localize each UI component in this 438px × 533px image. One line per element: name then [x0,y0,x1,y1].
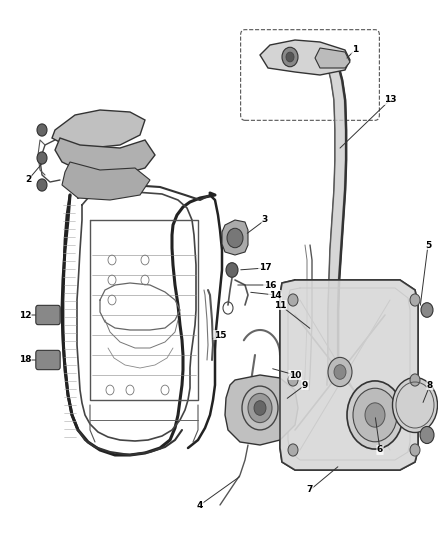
Text: 14: 14 [268,290,281,300]
Circle shape [347,381,403,449]
Circle shape [288,294,298,306]
Polygon shape [52,110,145,148]
Text: 16: 16 [264,280,276,289]
Polygon shape [55,138,155,175]
Text: 15: 15 [214,330,226,340]
Polygon shape [62,162,150,200]
Circle shape [227,228,243,248]
Polygon shape [225,375,298,445]
Circle shape [288,444,298,456]
Circle shape [410,374,420,386]
Circle shape [334,365,346,379]
Polygon shape [280,280,418,470]
Text: 12: 12 [19,311,31,319]
Circle shape [282,47,298,67]
Circle shape [410,444,420,456]
Text: 5: 5 [425,240,431,249]
Text: 18: 18 [19,356,31,365]
Text: 10: 10 [289,370,301,379]
Circle shape [37,179,47,191]
FancyBboxPatch shape [36,350,60,370]
Polygon shape [260,40,350,75]
Polygon shape [315,48,350,68]
Text: 1: 1 [352,45,358,54]
FancyBboxPatch shape [36,305,60,325]
Circle shape [286,52,294,62]
Circle shape [37,152,47,164]
Polygon shape [222,220,248,255]
Circle shape [288,374,298,386]
Circle shape [248,393,272,423]
Circle shape [365,403,385,427]
Text: 2: 2 [25,175,31,184]
Text: 11: 11 [274,301,286,310]
Circle shape [254,401,266,415]
Circle shape [420,426,434,443]
Text: 9: 9 [302,381,308,390]
Text: 7: 7 [307,486,313,495]
Circle shape [353,388,397,442]
Circle shape [421,303,433,317]
Polygon shape [327,60,346,385]
Text: 13: 13 [384,95,396,104]
Text: 3: 3 [262,215,268,224]
Text: 4: 4 [197,500,203,510]
Circle shape [37,124,47,136]
Circle shape [226,263,238,277]
Circle shape [410,294,420,306]
Circle shape [328,358,352,386]
Text: 17: 17 [259,263,271,272]
Text: 8: 8 [427,381,433,390]
Ellipse shape [392,377,438,432]
Text: 6: 6 [377,446,383,455]
